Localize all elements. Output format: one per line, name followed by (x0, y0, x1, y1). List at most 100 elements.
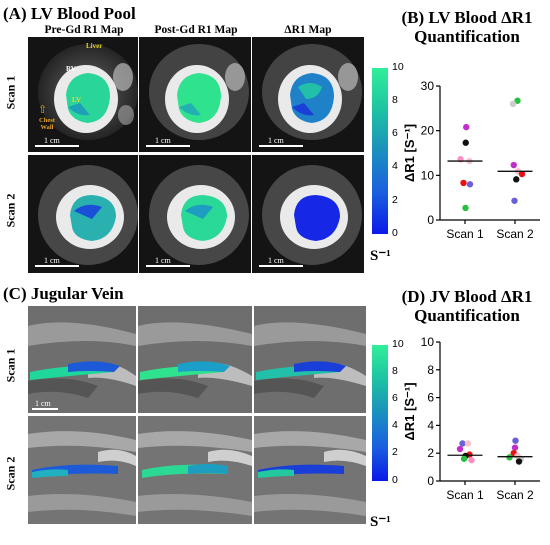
data-point (462, 204, 469, 212)
data-point (514, 97, 521, 104)
row-label-scan-2-lv: Scan 2 (3, 193, 18, 228)
annotation-lv: LV (72, 96, 82, 104)
scale-bar (259, 145, 303, 147)
lv-heart-map-scan1-pre (28, 37, 138, 152)
data-point (463, 123, 470, 131)
annotation-rv: RV (66, 65, 76, 73)
data-point (515, 458, 523, 465)
column-label-post-gd: Post-Gd R1 Map (154, 24, 238, 36)
scale-label: 1 cm (268, 136, 284, 145)
lv-heart-map-scan1-delta (252, 37, 364, 152)
colorbar-lv-tick: 8 (392, 94, 398, 106)
y-tick-label: 10 (421, 335, 435, 349)
data-point (462, 139, 469, 146)
scale-bar (32, 408, 58, 410)
data-point (510, 161, 517, 169)
data-point (512, 437, 519, 444)
data-point (513, 176, 520, 183)
lv-heart-map-scan2-post (139, 155, 251, 273)
colorbar-jv-unit: S⁻¹ (370, 514, 391, 530)
lv-image-scan1-post: 1 cm (139, 37, 251, 152)
row-label-scan-2-jv: Scan 2 (3, 456, 18, 491)
data-point (456, 445, 464, 453)
scale-label: 1 cm (35, 399, 51, 408)
colorbar-jv-tick: 10 (392, 338, 404, 350)
scale-bar (146, 265, 190, 267)
data-point (509, 100, 517, 108)
lv-image-scan1-delta: 1 cm (252, 37, 364, 152)
data-point (460, 179, 467, 187)
panel-c-title: (C) Jugular Vein (3, 284, 124, 303)
colorbar-jv-tick: 2 (392, 446, 398, 458)
y-tick-label: 6 (427, 391, 434, 405)
lv-heart-map-scan2-pre (28, 155, 138, 273)
y-tick-label: 10 (421, 168, 435, 182)
scale-label: 1 cm (155, 136, 171, 145)
lv-heart-map-scan2-delta (252, 155, 364, 273)
data-point (511, 444, 519, 451)
lv-image-scan1-pre: Liver RV LV ⇧ Chest Wall 1 cm (28, 37, 138, 152)
scale-label: 1 cm (268, 256, 284, 265)
column-label-pre-gd: Pre-Gd R1 Map (44, 24, 124, 36)
lv-heart-map-scan1-post (139, 37, 251, 152)
y-tick-label: 20 (421, 124, 435, 138)
scale-label: 1 cm (44, 256, 60, 265)
colorbar-lv-tick: 0 (392, 227, 398, 239)
annotation-liver: Liver (86, 42, 103, 50)
colorbar-jv-tick: 8 (392, 365, 398, 377)
scale-bar (35, 145, 79, 147)
colorbar-jv-tick: 6 (392, 392, 398, 404)
chest-wall-arrow-icon: ⇧ (38, 104, 48, 116)
colorbar-jv-tick: 0 (392, 474, 398, 486)
jv-map-scan2-post (138, 416, 252, 524)
scale-label: 1 cm (155, 256, 171, 265)
y-axis-label: ΔR1 [S⁻¹] (402, 124, 417, 182)
jv-map-scan1-delta (254, 306, 366, 413)
data-point (466, 181, 474, 188)
colorbar-lv-tick: 6 (392, 127, 398, 139)
jv-image-scan1-post (138, 306, 252, 413)
lv-image-scan2-pre: 1 cm (28, 155, 138, 273)
data-point (460, 455, 468, 462)
lv-image-scan2-post: 1 cm (139, 155, 251, 273)
colorbar-lv-tick: 2 (392, 194, 398, 206)
jv-map-scan1-pre (28, 306, 136, 413)
x-tick-label: Scan 2 (496, 227, 534, 241)
panel-b-title: (B) LV Blood ΔR1 Quantification (401, 8, 533, 46)
colorbar-lv (372, 68, 388, 234)
panel-d-title: (D) JV Blood ΔR1 Quantification (401, 287, 533, 325)
y-tick-label: 8 (427, 363, 434, 377)
lv-image-scan2-delta: 1 cm (252, 155, 364, 273)
x-tick-label: Scan 1 (446, 488, 484, 502)
chart-jv-delta-r1: 0 2 4 6 8 10 Scan 1 Scan 2 ΔR1 [S⁻¹] (402, 335, 540, 502)
colorbar-lv-tick: 4 (392, 160, 398, 172)
data-point (464, 440, 472, 447)
annotation-chest-wall: Chest Wall (39, 117, 55, 131)
colorbar-jv (372, 345, 388, 481)
jv-image-scan2-post (138, 416, 252, 524)
colorbar-jv-tick: 4 (392, 419, 398, 431)
jv-image-scan2-delta (254, 416, 366, 524)
colorbar-lv-tick: 10 (392, 61, 404, 73)
scale-label: 1 cm (44, 136, 60, 145)
x-tick-label: Scan 2 (496, 488, 534, 502)
data-point (518, 170, 526, 178)
jv-image-scan1-delta (254, 306, 366, 413)
jv-map-scan2-delta (254, 416, 366, 524)
y-tick-label: 0 (427, 213, 434, 227)
column-label-delta-r1: ΔR1 Map (284, 24, 332, 36)
row-label-scan-1-lv: Scan 1 (3, 75, 18, 110)
scale-bar (35, 265, 79, 267)
data-point (459, 440, 466, 447)
x-tick-label: Scan 1 (446, 227, 484, 241)
colorbar-lv-unit: S⁻¹ (370, 248, 391, 264)
y-axis-label: ΔR1 [S⁻¹] (402, 382, 417, 440)
jv-image-scan2-pre (28, 416, 136, 524)
scale-bar (259, 265, 303, 267)
data-point (468, 456, 475, 464)
jv-map-scan2-pre (28, 416, 136, 524)
scale-bar (146, 145, 190, 147)
row-label-scan-1-jv: Scan 1 (3, 348, 18, 383)
data-point (506, 454, 513, 461)
y-tick-label: 2 (427, 446, 434, 460)
